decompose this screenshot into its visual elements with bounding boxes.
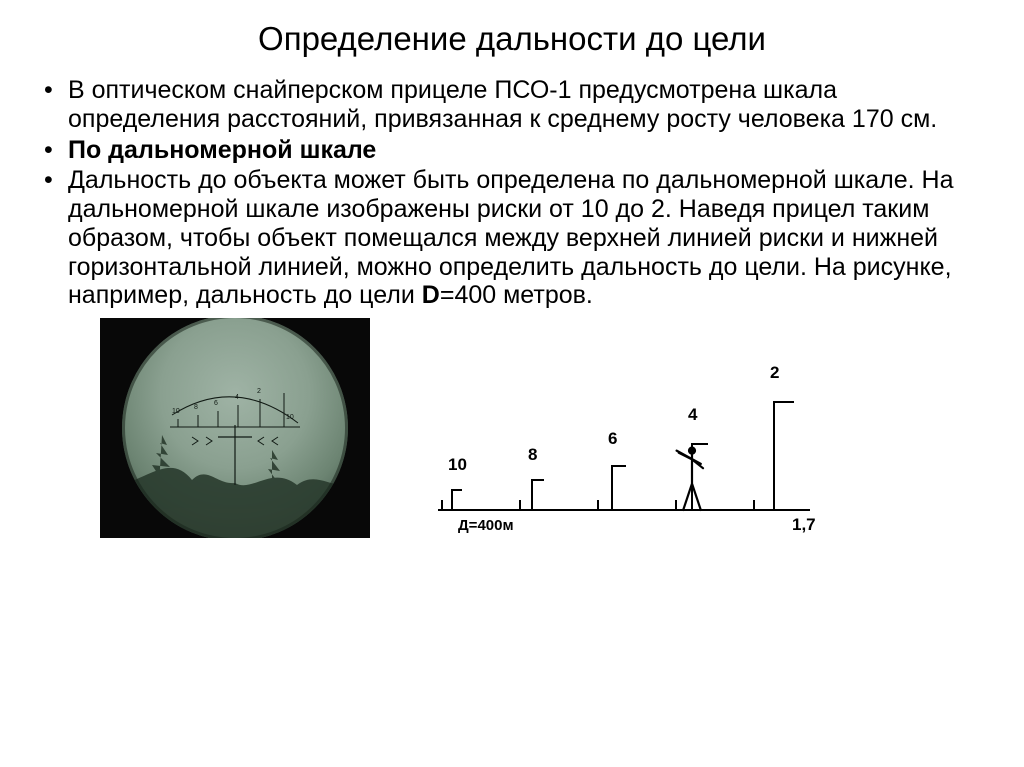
svg-text:8: 8 [194,404,198,411]
rangefinder-mark-label: 2 [770,363,779,382]
scope-lens: 10 8 6 4 2 10 [122,318,348,538]
rangefinder-height-label: 1,7 [792,515,816,534]
rangefinder-mark-label: 10 [448,455,467,474]
bullet-text: По дальномерной шкале [68,136,376,164]
svg-text:6: 6 [214,400,218,407]
images-row: 10 8 6 4 2 10 [40,318,984,538]
bullet-text: В оптическом снайперском прицеле ПСО-1 п… [68,76,937,133]
scope-reticle: 10 8 6 4 2 10 [122,318,348,538]
bullet-list: В оптическом снайперском прицеле ПСО-1 п… [40,76,984,310]
bullet-item: Дальность до объекта может быть определе… [40,166,984,310]
bullet-text: Дальность до объекта может быть определе… [68,166,954,309]
scope-photo: 10 8 6 4 2 10 [100,318,370,538]
rangefinder-mark-label: 8 [528,445,537,464]
rangefinder-caption: Д=400м [458,517,514,534]
bullet-item: В оптическом снайперском прицеле ПСО-1 п… [40,76,984,134]
rangefinder-mark-label: 4 [688,405,698,424]
bullet-item: По дальномерной шкале [40,136,984,165]
page-title: Определение дальности до цели [40,20,984,58]
svg-text:2: 2 [257,388,261,395]
svg-text:10: 10 [172,408,180,415]
bold-variable: D [422,281,440,309]
rangefinder-mark-label: 6 [608,429,617,448]
rangefinder-diagram: 10 8 6 4 2 Д=400м 1,7 [430,348,830,538]
rangefinder-figure-icon [677,447,703,510]
rangefinder-svg: 10 8 6 4 2 Д=400м 1,7 [430,348,830,538]
svg-text:4: 4 [235,394,239,401]
svg-text:10: 10 [286,414,294,421]
scope-scale-numbers: 10 8 6 4 2 10 [172,388,294,421]
rangefinder-marks: 10 8 6 4 2 [442,363,794,510]
